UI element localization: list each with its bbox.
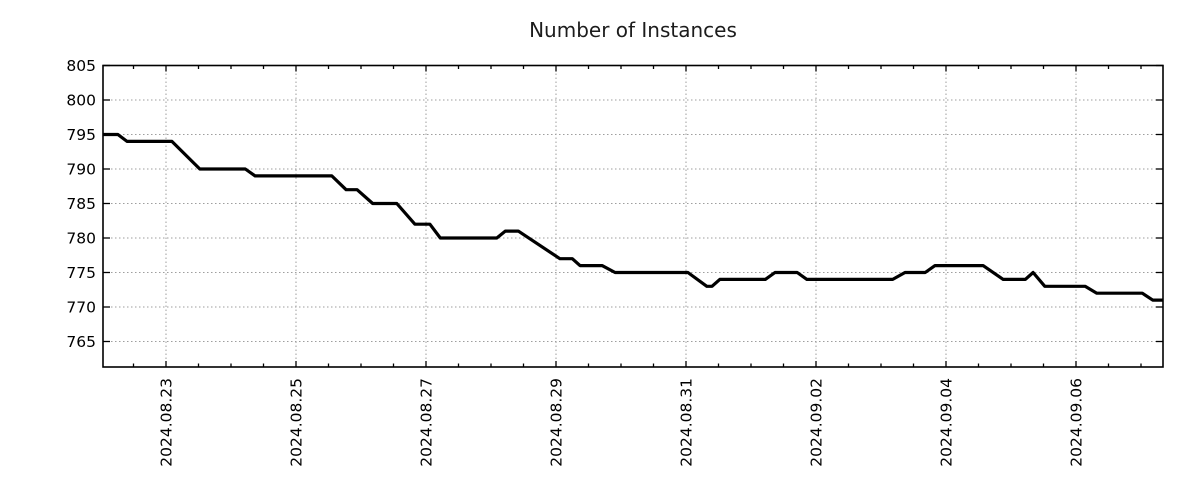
x-tick-label: 2024.09.06: [1068, 378, 1086, 467]
x-tick-label: 2024.08.27: [418, 378, 436, 467]
x-tick-label: 2024.08.23: [158, 378, 176, 467]
axis-ticks: [103, 64, 1163, 367]
x-tick-label: 2024.08.25: [288, 378, 306, 467]
x-tick-label: 2024.08.31: [678, 378, 696, 467]
y-tick-label: 780: [66, 230, 96, 248]
x-tick-label: 2024.09.02: [808, 378, 826, 467]
y-tick-label: 775: [66, 264, 96, 282]
plot-frame: [102, 64, 1164, 368]
gridlines: [103, 65, 1163, 367]
y-tick-label: 800: [66, 92, 96, 110]
y-tick-label: 770: [66, 299, 96, 317]
x-tick-label: 2024.08.29: [548, 378, 566, 467]
data-line: [103, 132, 1164, 302]
x-axis-labels: 2024.08.23 2024.08.25 2024.08.27 2024.08.29…: [158, 378, 1086, 467]
x-tick-label: 2024.09.04: [938, 378, 956, 467]
y-tick-label: 765: [66, 333, 96, 351]
chart-title: Number of Instances: [529, 18, 737, 42]
y-tick-label: 805: [66, 57, 96, 75]
y-axis-labels: 805 800 795 790 785 780 775 770 765: [66, 57, 96, 351]
y-tick-label: 785: [66, 195, 96, 213]
y-tick-label: 795: [66, 126, 96, 144]
y-tick-label: 790: [66, 161, 96, 179]
